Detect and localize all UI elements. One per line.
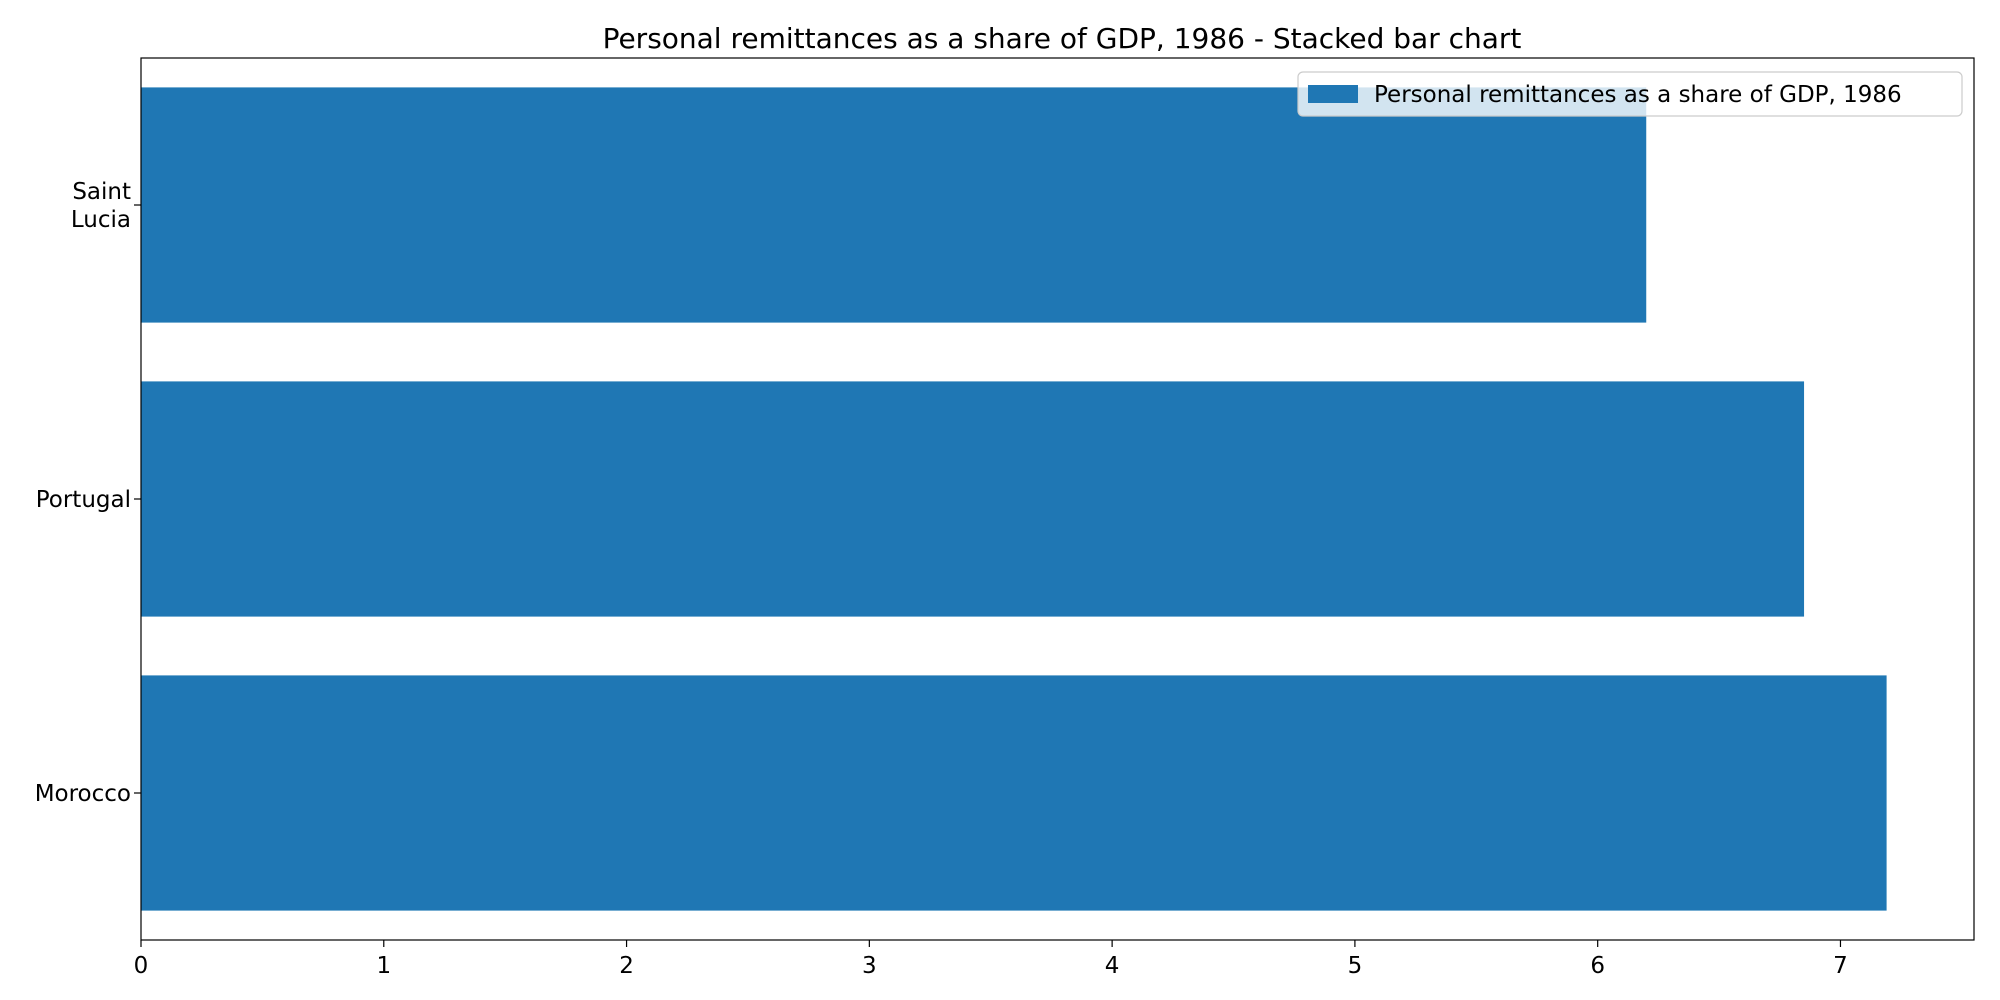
y-tick-label: Portugal	[36, 487, 131, 513]
bar-portugal	[141, 381, 1805, 617]
bar-morocco	[141, 675, 1887, 911]
y-tick-label: Lucia	[71, 207, 131, 233]
x-tick-label: 2	[619, 953, 634, 979]
x-tick-label: 7	[1833, 953, 1848, 979]
legend-box	[1297, 71, 1963, 117]
x-tick-label: 6	[1590, 953, 1605, 979]
x-tick-label: 4	[1105, 953, 1120, 979]
x-tick-label: 0	[134, 953, 149, 979]
y-tick-label: Saint	[72, 179, 131, 205]
x-tick-label: 5	[1348, 953, 1363, 979]
chart-title: Personal remittances as a share of GDP, …	[603, 22, 1522, 55]
legend: Personal remittances as a share of GDP, …	[1297, 71, 1963, 117]
legend-label: Personal remittances as a share of GDP, …	[1374, 82, 1902, 108]
x-tick-label: 1	[376, 953, 391, 979]
legend-swatch	[1308, 85, 1358, 103]
y-tick-label: Morocco	[35, 781, 131, 807]
bar-saint-lucia	[141, 87, 1647, 323]
x-tick-label: 3	[862, 953, 877, 979]
bars-group	[141, 87, 1887, 911]
